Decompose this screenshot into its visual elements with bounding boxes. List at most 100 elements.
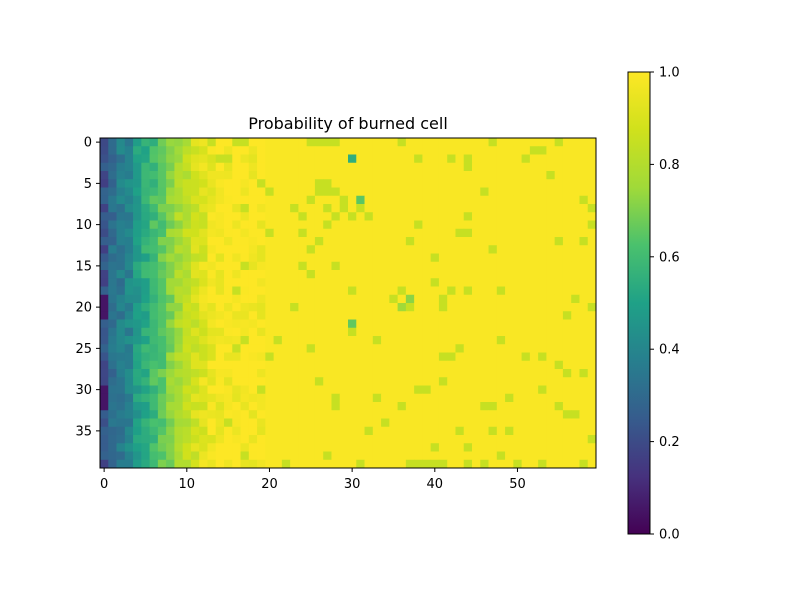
heatmap-cell — [496, 261, 506, 271]
heatmap-cell — [430, 253, 440, 263]
heatmap-cell — [554, 220, 564, 230]
heatmap-cell — [488, 270, 498, 279]
heatmap-cell — [496, 253, 506, 263]
heatmap-cell — [331, 418, 341, 428]
heatmap-cell — [207, 220, 217, 230]
heatmap-cell — [397, 385, 407, 395]
heatmap-cell — [414, 319, 423, 329]
heatmap-cell — [323, 187, 332, 197]
heatmap-cell — [579, 303, 589, 312]
heatmap-cell — [339, 426, 349, 436]
heatmap-cell — [571, 393, 580, 403]
heatmap-cell — [174, 138, 184, 147]
heatmap-cell — [562, 435, 572, 444]
heatmap-cell — [364, 138, 374, 147]
heatmap-cell — [157, 418, 167, 428]
heatmap-cell — [372, 171, 382, 180]
heatmap-cell — [505, 377, 514, 386]
heatmap-cell — [447, 146, 456, 155]
heatmap-cell — [348, 228, 357, 238]
heatmap-cell — [190, 459, 200, 469]
heatmap-cell — [521, 443, 531, 452]
heatmap-cell — [232, 179, 241, 188]
heatmap-cell — [405, 426, 415, 436]
heatmap-cell — [438, 245, 448, 254]
heatmap-cell — [248, 369, 258, 378]
heatmap-cell — [331, 426, 341, 436]
colorbar-tick-label: 0.6 — [659, 250, 680, 265]
heatmap-cell — [496, 418, 506, 428]
heatmap-cell — [215, 336, 225, 345]
heatmap-cell — [207, 402, 217, 411]
heatmap-cell — [290, 443, 299, 452]
heatmap-cell — [430, 377, 440, 386]
heatmap-cell — [496, 195, 506, 205]
heatmap-cell — [505, 212, 514, 221]
heatmap-cell — [224, 303, 233, 312]
heatmap-cell — [141, 220, 150, 230]
heatmap-cell — [232, 451, 241, 461]
heatmap-cell — [529, 237, 539, 246]
heatmap-cell — [455, 146, 465, 155]
heatmap-cell — [265, 179, 274, 188]
heatmap-cell — [224, 426, 233, 436]
heatmap-cell — [488, 146, 498, 155]
heatmap-cell — [331, 344, 341, 353]
heatmap-cell — [108, 451, 117, 461]
heatmap-cell — [157, 410, 167, 419]
heatmap-cell — [505, 138, 514, 147]
heatmap-cell — [116, 154, 126, 164]
heatmap-cell — [405, 245, 415, 254]
heatmap-cell — [100, 459, 109, 469]
heatmap-cell — [414, 179, 423, 188]
heatmap-cell — [141, 360, 150, 370]
heatmap-cell — [455, 443, 465, 452]
heatmap-cell — [339, 336, 349, 345]
heatmap-cell — [513, 303, 522, 312]
heatmap-cell — [248, 146, 258, 155]
y-tick-label: 0 — [84, 136, 92, 151]
heatmap-cell — [438, 459, 448, 469]
heatmap-cell — [199, 443, 208, 452]
heatmap-cell — [538, 435, 547, 444]
heatmap-cell — [108, 377, 117, 386]
heatmap-cell — [298, 162, 308, 172]
heatmap-cell — [141, 451, 150, 461]
heatmap-cell — [538, 303, 547, 312]
heatmap-cell — [232, 410, 241, 419]
heatmap-cell — [257, 303, 266, 312]
heatmap-cell — [455, 303, 465, 312]
heatmap-cell — [480, 443, 489, 452]
heatmap-cell — [265, 319, 274, 329]
heatmap-cell — [323, 360, 332, 370]
heatmap-cell — [422, 212, 432, 221]
heatmap-cell — [521, 245, 531, 254]
heatmap-cell — [224, 237, 233, 246]
heatmap-cell — [438, 377, 448, 386]
heatmap-cell — [529, 369, 539, 378]
heatmap-cell — [422, 426, 432, 436]
heatmap-cell — [546, 195, 556, 205]
heatmap-cell — [224, 162, 233, 172]
heatmap-cell — [240, 443, 250, 452]
heatmap-cell — [538, 402, 547, 411]
heatmap-cell — [463, 261, 473, 271]
heatmap-cell — [141, 245, 150, 254]
heatmap-cell — [587, 385, 597, 395]
heatmap-cell — [108, 360, 117, 370]
heatmap-cell — [281, 435, 291, 444]
heatmap-cell — [339, 154, 349, 164]
heatmap-cell — [306, 138, 316, 147]
heatmap-cell — [372, 410, 382, 419]
heatmap-cell — [240, 220, 250, 230]
heatmap-cell — [306, 459, 316, 469]
heatmap-cell — [290, 146, 299, 155]
heatmap-cell — [224, 369, 233, 378]
heatmap-cell — [224, 402, 233, 411]
heatmap-cell — [496, 154, 506, 164]
heatmap-cell — [215, 377, 225, 386]
heatmap-cell — [290, 278, 299, 287]
heatmap-cell — [182, 154, 192, 164]
heatmap-cell — [265, 220, 274, 230]
heatmap-cell — [257, 352, 266, 362]
